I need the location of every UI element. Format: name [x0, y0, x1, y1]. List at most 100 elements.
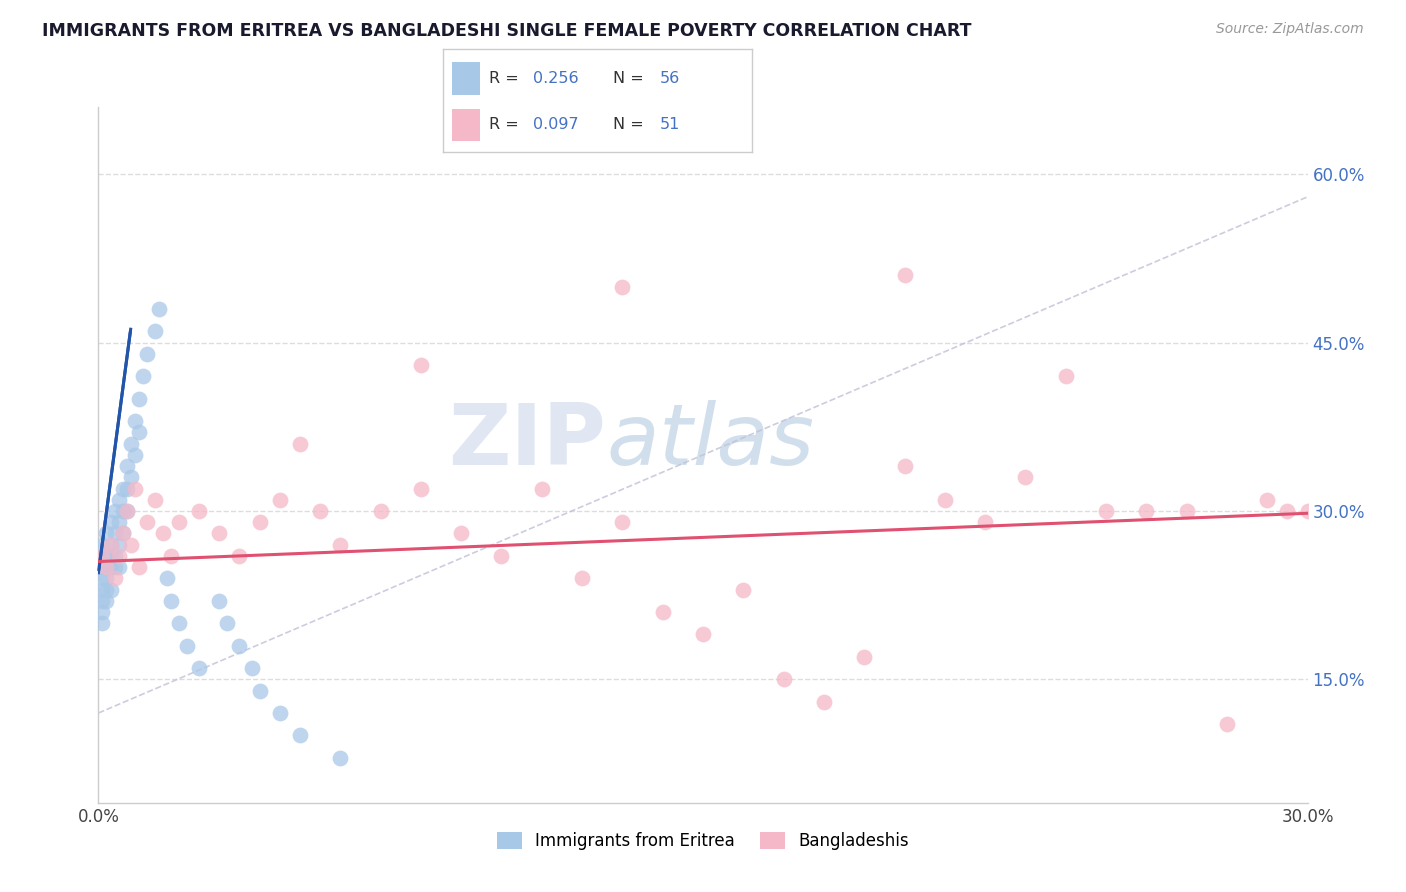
Point	[148, 301, 170, 316]
Point	[1296, 504, 1319, 518]
Point	[152, 526, 174, 541]
Point	[100, 515, 122, 529]
Point	[135, 515, 157, 529]
Point	[96, 549, 118, 563]
Point	[409, 482, 432, 496]
Text: R =: R =	[489, 71, 524, 87]
Point	[107, 549, 129, 563]
Point	[1095, 504, 1118, 518]
Point	[103, 504, 125, 518]
Point	[934, 492, 956, 507]
Point	[188, 661, 211, 675]
Text: 51: 51	[659, 118, 679, 133]
Point	[96, 560, 118, 574]
Point	[143, 325, 166, 339]
Text: N =: N =	[613, 118, 650, 133]
Point	[100, 549, 122, 563]
Point	[107, 538, 129, 552]
Point	[120, 436, 142, 450]
Point	[91, 549, 114, 563]
Point	[115, 459, 138, 474]
Text: 56: 56	[659, 71, 679, 87]
Point	[329, 751, 352, 765]
Point	[128, 560, 150, 574]
Text: N =: N =	[613, 71, 650, 87]
Point	[111, 526, 134, 541]
Point	[128, 392, 150, 406]
Point	[96, 560, 118, 574]
Point	[1277, 504, 1299, 518]
Point	[240, 661, 263, 675]
Point	[893, 268, 915, 283]
Point	[91, 605, 114, 619]
Point	[120, 470, 142, 484]
Point	[103, 571, 125, 585]
Bar	[453, 62, 479, 95]
Point	[91, 538, 114, 552]
Point	[96, 526, 118, 541]
Point	[107, 560, 129, 574]
Point	[813, 695, 835, 709]
Point	[160, 549, 183, 563]
Point	[156, 571, 179, 585]
Text: IMMIGRANTS FROM ERITREA VS BANGLADESHI SINGLE FEMALE POVERTY CORRELATION CHART: IMMIGRANTS FROM ERITREA VS BANGLADESHI S…	[42, 22, 972, 40]
Legend: Immigrants from Eritrea, Bangladeshis: Immigrants from Eritrea, Bangladeshis	[491, 826, 915, 857]
Point	[100, 582, 122, 597]
Point	[1135, 504, 1157, 518]
Point	[124, 482, 146, 496]
Point	[269, 492, 291, 507]
Text: ZIP: ZIP	[449, 400, 606, 483]
Point	[228, 639, 250, 653]
Point	[491, 549, 513, 563]
Point	[1014, 470, 1036, 484]
Point	[107, 515, 129, 529]
Point	[115, 504, 138, 518]
Point	[1256, 492, 1278, 507]
Point	[91, 616, 114, 631]
Point	[111, 526, 134, 541]
Point	[91, 571, 114, 585]
Point	[217, 616, 239, 631]
Text: R =: R =	[489, 118, 524, 133]
Point	[853, 649, 876, 664]
Point	[167, 515, 190, 529]
Point	[974, 515, 997, 529]
Point	[530, 482, 553, 496]
Point	[91, 549, 114, 563]
Point	[124, 414, 146, 428]
Point	[100, 538, 122, 552]
Point	[329, 538, 352, 552]
Point	[1216, 717, 1239, 731]
Point	[96, 582, 118, 597]
Point	[135, 347, 157, 361]
Point	[409, 358, 432, 372]
Point	[115, 504, 138, 518]
Point	[612, 279, 634, 293]
Point	[96, 571, 118, 585]
Bar	[453, 109, 479, 141]
Point	[103, 526, 125, 541]
Point	[91, 560, 114, 574]
Point	[370, 504, 392, 518]
Point	[188, 504, 211, 518]
Point	[1175, 504, 1198, 518]
Point	[571, 571, 593, 585]
Point	[111, 504, 134, 518]
Point	[103, 560, 125, 574]
Point	[160, 594, 183, 608]
Point	[208, 526, 231, 541]
Point	[91, 594, 114, 608]
Point	[893, 459, 915, 474]
Point	[612, 515, 634, 529]
Point	[651, 605, 673, 619]
Point	[249, 515, 271, 529]
Point	[208, 594, 231, 608]
Point	[91, 582, 114, 597]
Point	[309, 504, 332, 518]
Point	[124, 448, 146, 462]
Point	[120, 538, 142, 552]
Point	[176, 639, 198, 653]
Point	[228, 549, 250, 563]
Point	[269, 706, 291, 720]
Point	[772, 673, 794, 687]
